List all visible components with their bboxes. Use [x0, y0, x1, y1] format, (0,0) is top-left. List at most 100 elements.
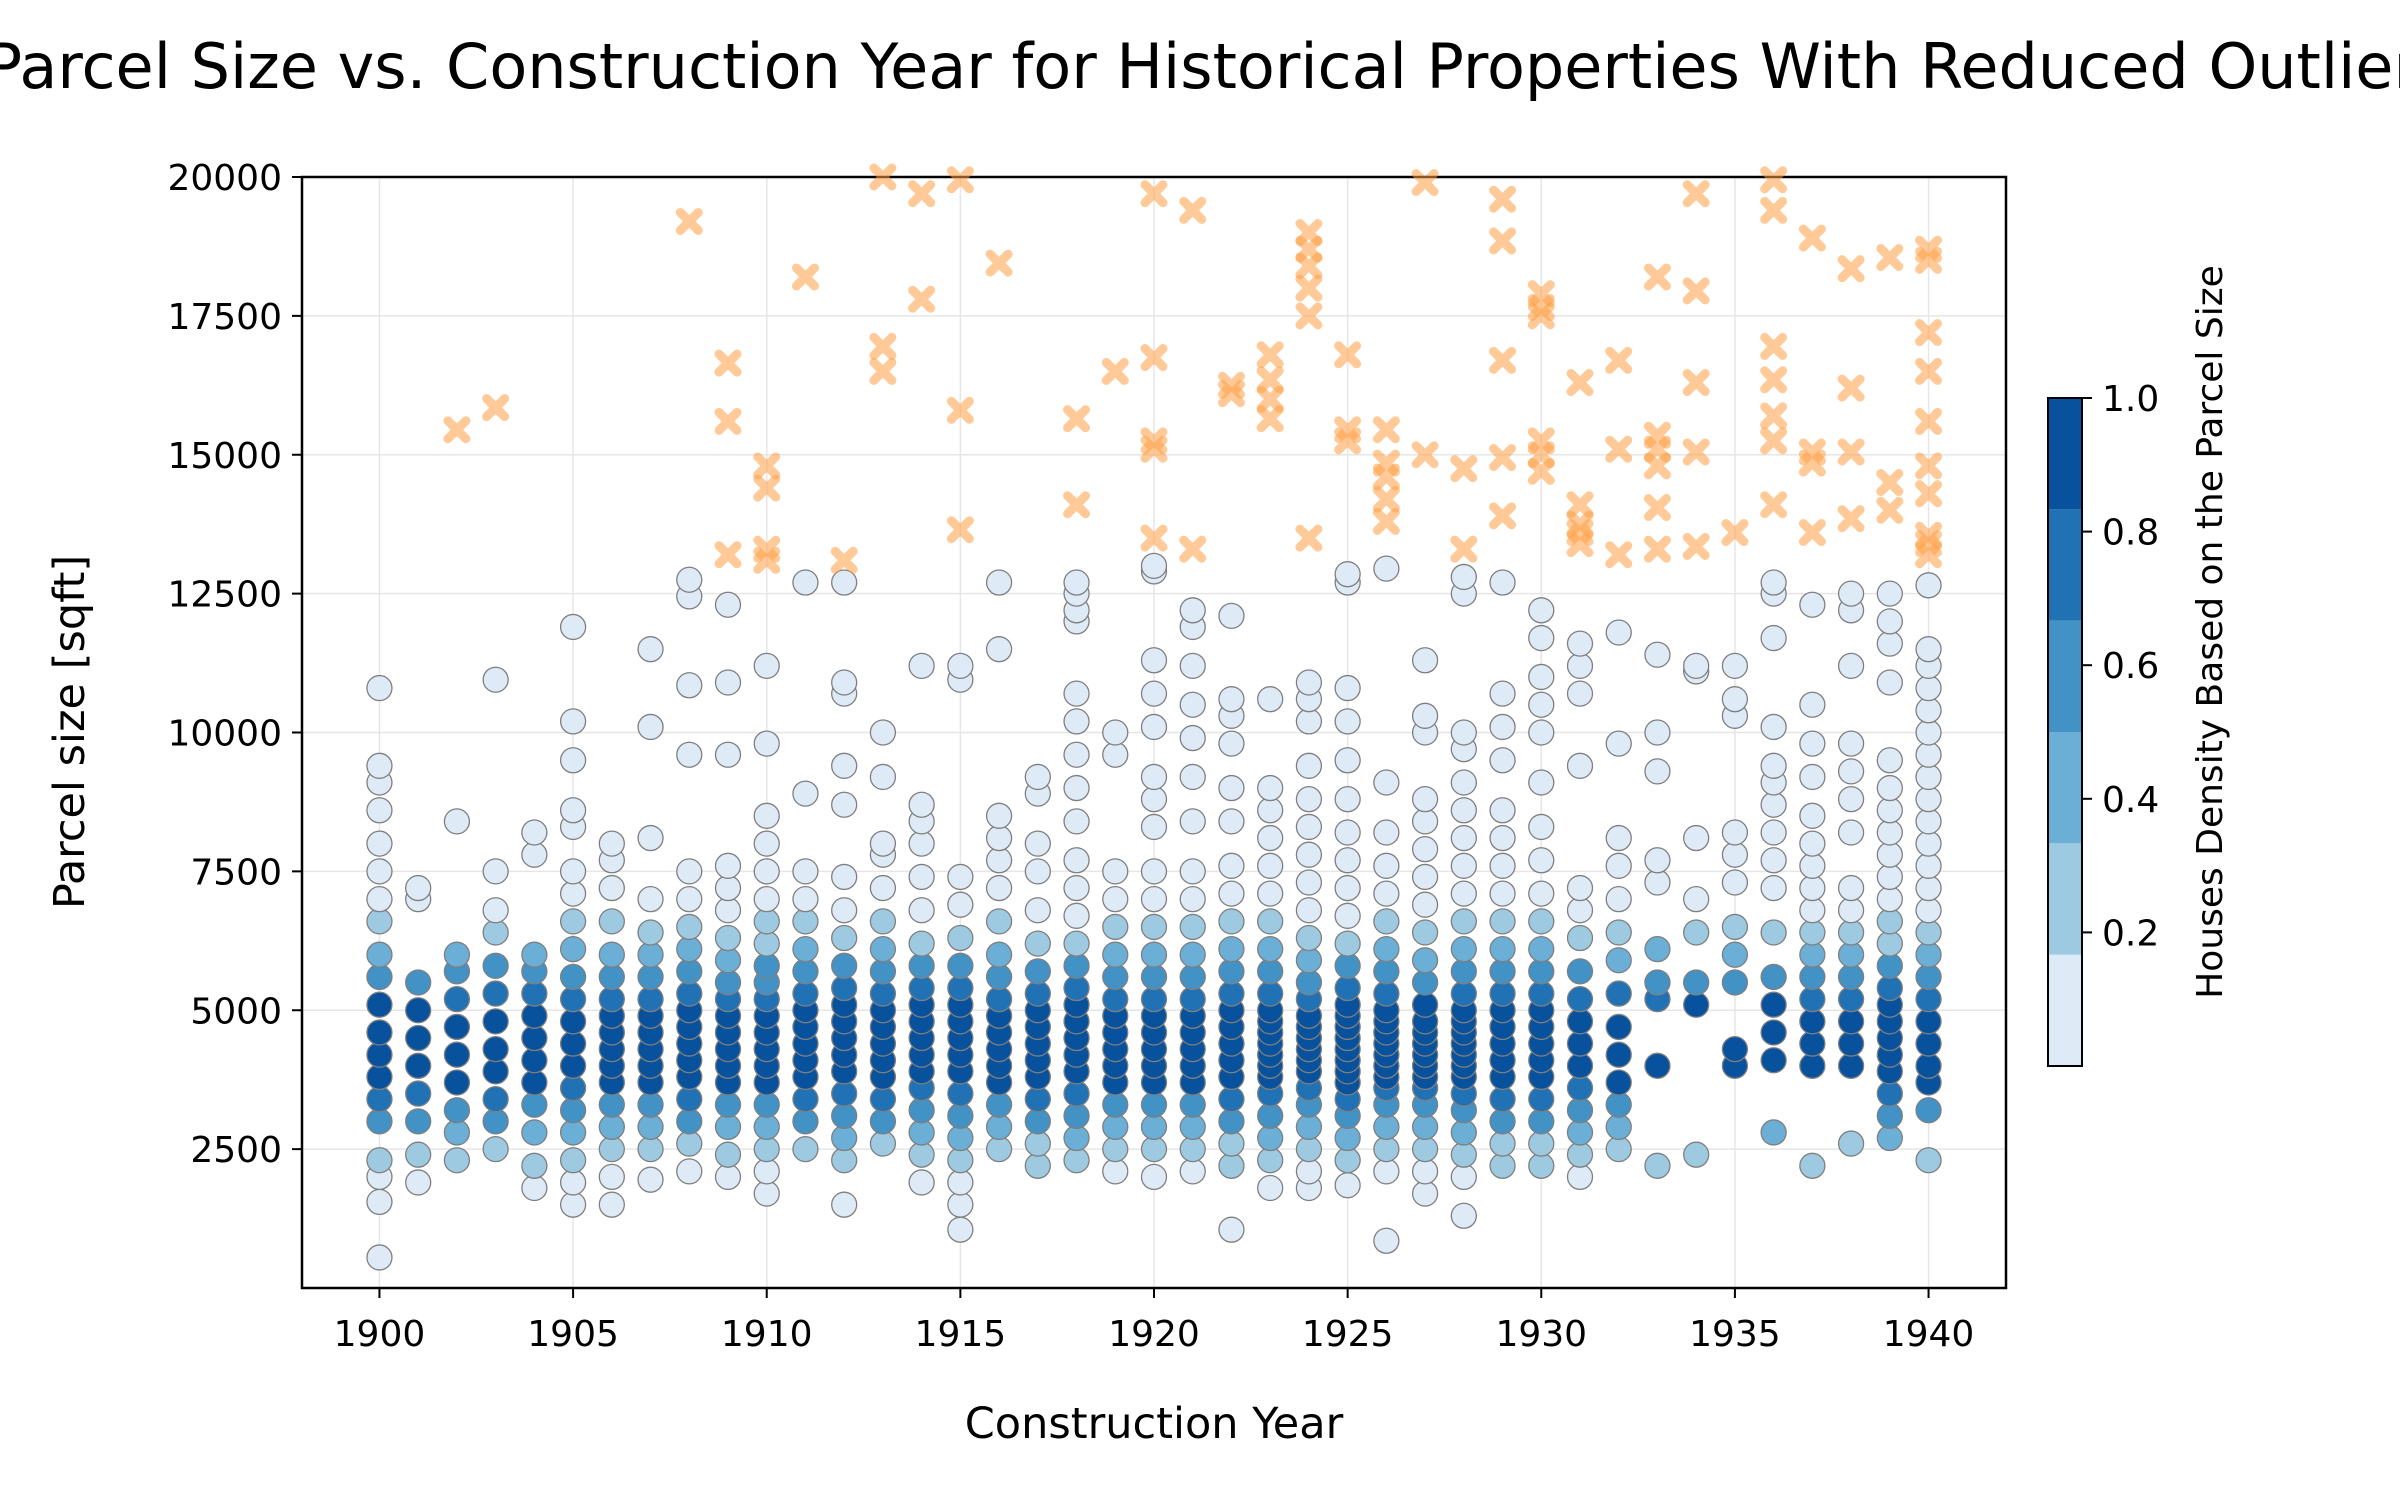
outlier-point: [1334, 416, 1362, 444]
data-point: [985, 1091, 1013, 1118]
data-point: [521, 1024, 548, 1052]
data-point: [405, 1024, 432, 1052]
outlier-point: [714, 407, 742, 435]
data-point: [1140, 763, 1168, 791]
data-point: [1721, 913, 1749, 941]
data-point: [1140, 713, 1168, 741]
data-point: [559, 1191, 587, 1218]
data-point: [1566, 652, 1594, 679]
data-point: [1063, 902, 1090, 929]
data-point: [559, 985, 587, 1013]
data-point: [676, 1085, 703, 1113]
data-point: [1218, 1130, 1245, 1157]
data-point: [1489, 1130, 1516, 1157]
outlier-point: [1721, 519, 1749, 547]
data-point: [1411, 969, 1439, 996]
data-point: [1799, 763, 1826, 791]
data-point: [1915, 919, 1942, 946]
outlier-point: [1837, 255, 1865, 283]
outlier-point: [1760, 196, 1788, 224]
data-point: [1721, 819, 1749, 846]
data-point: [559, 1030, 587, 1057]
data-point: [1915, 674, 1942, 702]
data-point: [831, 1102, 858, 1129]
data-point: [559, 613, 587, 641]
data-point: [1063, 974, 1090, 1002]
data-point: [792, 958, 819, 985]
data-point: [1876, 774, 1903, 802]
outlier-point: [1915, 235, 1943, 263]
data-point: [1566, 1052, 1594, 1079]
data-point: [405, 1169, 432, 1196]
data-point: [1024, 1085, 1051, 1113]
colorbar-tick-label: 0.4: [2102, 780, 2159, 821]
data-point: [482, 858, 509, 885]
data-point: [1876, 1080, 1903, 1107]
data-point: [559, 963, 587, 991]
data-point: [1876, 747, 1903, 774]
data-point: [559, 1147, 587, 1174]
data-point: [366, 908, 393, 935]
outlier-point: [1411, 441, 1439, 469]
data-point: [637, 886, 664, 913]
data-point: [443, 808, 471, 835]
colorbar-tick-label: 0.8: [2102, 513, 2159, 554]
data-point: [443, 1147, 471, 1174]
outlier-point: [1605, 541, 1633, 569]
x-axis-title: Construction Year: [965, 1399, 1344, 1449]
data-point: [366, 1188, 393, 1216]
data-point: [637, 941, 664, 968]
data-point: [598, 830, 625, 857]
data-point: [1799, 874, 1826, 902]
data-point: [1915, 1147, 1942, 1174]
data-point: [482, 952, 509, 979]
data-point: [598, 941, 625, 968]
data-point: [1876, 819, 1903, 846]
data-point: [1760, 874, 1787, 902]
data-point: [1411, 1113, 1439, 1141]
data-point: [908, 1119, 935, 1146]
x-tick-label: 1940: [1883, 1314, 1975, 1355]
data-point: [1837, 1130, 1865, 1157]
data-point: [637, 985, 664, 1013]
outlier-point: [1140, 180, 1168, 208]
outlier-point: [1217, 371, 1245, 399]
data-point: [1411, 702, 1439, 729]
outlier-point: [1256, 341, 1284, 369]
data-point: [482, 1008, 509, 1035]
data-point: [1102, 985, 1129, 1013]
colorbar-frame: [2047, 397, 2083, 1067]
data-point: [1760, 791, 1787, 818]
outlier-point: [1256, 385, 1284, 413]
data-point: [1760, 624, 1787, 652]
data-point: [1566, 958, 1594, 985]
data-point: [1799, 897, 1826, 924]
data-point: [1411, 1180, 1439, 1207]
data-point: [1644, 847, 1671, 874]
data-point: [482, 980, 509, 1007]
data-point: [1605, 824, 1632, 852]
data-point: [1837, 963, 1865, 991]
data-point: [1837, 919, 1865, 946]
data-point: [1179, 1113, 1206, 1141]
data-point: [1837, 758, 1865, 785]
data-point: [1528, 847, 1555, 874]
colorbar-label: Houses Density Based on the Parcel Size: [2190, 265, 2231, 999]
outlier-point: [1876, 469, 1904, 497]
outlier-point: [791, 263, 819, 291]
data-point: [1334, 952, 1361, 979]
y-axis-title: Parcel size [sqft]: [45, 555, 95, 909]
outlier-point: [1489, 502, 1517, 530]
data-point: [637, 1091, 664, 1118]
data-point: [443, 941, 471, 968]
data-point: [1915, 763, 1942, 791]
data-point: [366, 858, 393, 885]
data-point: [598, 1091, 625, 1118]
data-point: [1450, 769, 1477, 796]
data-point: [1179, 808, 1206, 835]
data-point: [1411, 947, 1439, 974]
data-point: [1295, 869, 1323, 896]
data-point: [1760, 1119, 1787, 1146]
data-point: [947, 1147, 974, 1174]
data-point: [1140, 963, 1168, 991]
